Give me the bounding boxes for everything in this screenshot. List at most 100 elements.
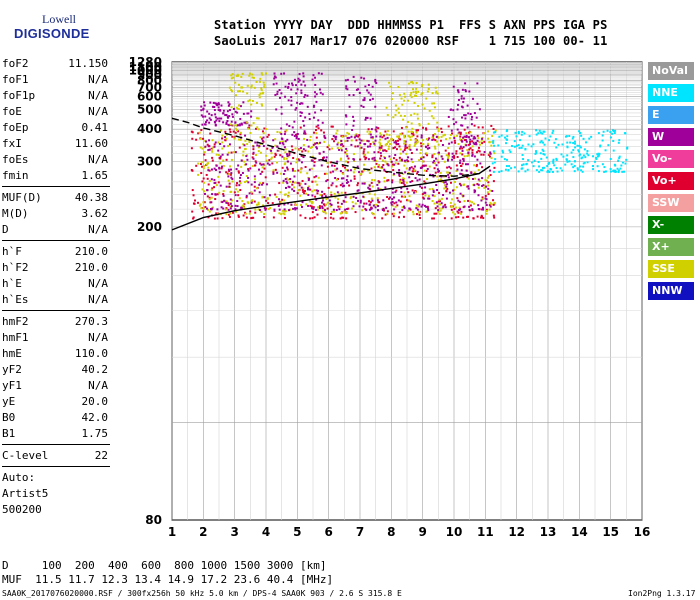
echo-point xyxy=(483,140,486,143)
echo-point xyxy=(204,145,207,148)
echo-point xyxy=(385,142,388,145)
y-tick-label: 700 xyxy=(137,80,162,94)
echo-point xyxy=(296,181,299,184)
echo-point xyxy=(609,136,612,139)
echo-point xyxy=(213,109,216,112)
x-tick-label: 3 xyxy=(230,525,238,539)
echo-point xyxy=(368,203,371,206)
echo-point xyxy=(436,136,439,139)
echo-point xyxy=(285,129,288,132)
echo-point xyxy=(230,172,233,175)
x-tick-label: 10 xyxy=(446,525,463,539)
echo-point xyxy=(227,104,230,107)
echo-point xyxy=(425,210,428,213)
echo-point xyxy=(471,153,474,156)
param-row: yE 20.0 xyxy=(2,394,108,410)
echo-point xyxy=(310,167,313,170)
echo-point xyxy=(412,91,415,94)
echo-point xyxy=(467,131,470,134)
echo-point xyxy=(447,156,450,159)
echo-point xyxy=(386,179,389,182)
echo-point xyxy=(412,213,415,216)
echo-point xyxy=(300,205,303,208)
echo-point xyxy=(472,202,475,205)
echo-point xyxy=(449,108,452,111)
echo-point xyxy=(452,118,455,121)
echo-point xyxy=(609,170,612,173)
echo-point xyxy=(513,140,516,143)
echo-point xyxy=(340,139,343,142)
echo-point xyxy=(291,133,294,136)
echo-point xyxy=(247,169,250,172)
echo-point xyxy=(302,187,305,190)
echo-point xyxy=(467,151,470,154)
echo-point xyxy=(311,159,314,162)
echo-point xyxy=(541,169,544,172)
echo-point xyxy=(286,160,289,163)
echo-point xyxy=(190,147,193,150)
echo-point xyxy=(420,205,423,208)
echo-point xyxy=(192,217,195,220)
echo-point xyxy=(310,205,313,208)
echo-point xyxy=(270,156,273,159)
echo-point xyxy=(391,212,394,215)
echo-point xyxy=(237,215,240,218)
echo-point xyxy=(285,177,288,180)
echo-point xyxy=(355,139,358,142)
echo-point xyxy=(245,175,248,178)
echo-point xyxy=(614,170,617,173)
echo-point xyxy=(253,200,256,203)
echo-point xyxy=(230,190,233,193)
echo-point xyxy=(251,99,254,102)
echo-point xyxy=(489,151,492,154)
echo-point xyxy=(426,178,429,181)
echo-point xyxy=(227,208,230,211)
echo-point xyxy=(478,143,481,146)
echo-point xyxy=(314,129,317,132)
echo-point xyxy=(469,131,472,134)
echo-point xyxy=(352,171,355,174)
echo-point xyxy=(415,87,418,90)
echo-point xyxy=(416,117,419,120)
echo-point xyxy=(490,157,493,160)
echo-point xyxy=(222,193,225,196)
echo-point xyxy=(399,152,402,155)
echo-point xyxy=(369,143,372,146)
echo-point xyxy=(211,150,214,153)
echo-point xyxy=(408,195,411,198)
echo-point xyxy=(436,126,439,129)
echo-point xyxy=(485,185,488,188)
echo-point xyxy=(404,143,407,146)
echo-point xyxy=(535,151,538,154)
echo-point xyxy=(327,186,330,189)
echo-point xyxy=(480,153,483,156)
echo-point xyxy=(467,154,470,157)
echo-point xyxy=(383,157,386,160)
echo-point xyxy=(455,216,458,219)
echo-point xyxy=(217,109,220,112)
echo-point xyxy=(237,107,240,110)
echo-point xyxy=(386,213,389,216)
echo-point xyxy=(303,132,306,135)
echo-point xyxy=(413,169,416,172)
echo-point xyxy=(498,170,501,173)
echo-point xyxy=(379,138,382,141)
echo-point xyxy=(436,140,439,143)
echo-point xyxy=(371,185,374,188)
echo-point xyxy=(466,149,469,152)
echo-point xyxy=(404,161,407,164)
echo-point xyxy=(523,132,526,135)
echo-point xyxy=(456,168,459,171)
echo-point xyxy=(387,179,390,182)
echo-point xyxy=(493,216,496,219)
echo-point xyxy=(489,152,492,155)
echo-point xyxy=(560,153,563,156)
echo-point xyxy=(395,109,398,112)
echo-point xyxy=(442,134,445,137)
echo-point xyxy=(382,199,385,202)
footer-version: Ion2Png 1.3.17 xyxy=(628,589,696,598)
echo-point xyxy=(317,124,320,127)
echo-point xyxy=(425,138,428,141)
echo-point xyxy=(363,148,366,151)
echo-point xyxy=(484,197,487,200)
